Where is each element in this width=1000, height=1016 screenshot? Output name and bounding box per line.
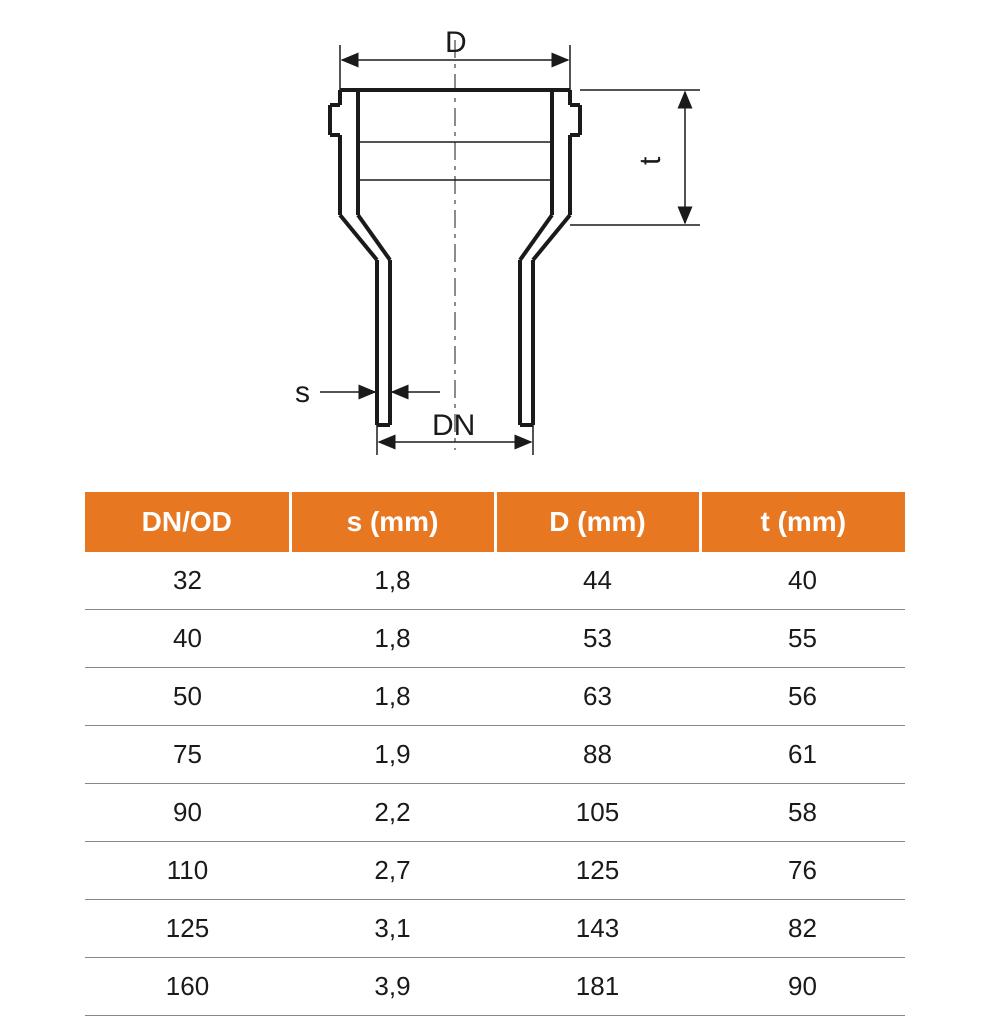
table-cell: 76 <box>700 842 905 900</box>
table-cell: 90 <box>700 958 905 1016</box>
table-cell: 53 <box>495 610 700 668</box>
table-row: 501,86356 <box>85 668 905 726</box>
table-cell: 110 <box>85 842 290 900</box>
col-header-t: t (mm) <box>700 492 905 552</box>
table-row: 902,210558 <box>85 784 905 842</box>
table-cell: 61 <box>700 726 905 784</box>
dimensions-table-container: DN/OD s (mm) D (mm) t (mm) 321,84440401,… <box>85 492 905 1016</box>
col-header-dnod: DN/OD <box>85 492 290 552</box>
table-cell: 63 <box>495 668 700 726</box>
table-cell: 2,2 <box>290 784 495 842</box>
table-cell: 88 <box>495 726 700 784</box>
table-cell: 55 <box>700 610 905 668</box>
table-row: 401,85355 <box>85 610 905 668</box>
table-cell: 40 <box>85 610 290 668</box>
table-cell: 58 <box>700 784 905 842</box>
table-cell: 1,9 <box>290 726 495 784</box>
label-D: D <box>445 30 467 59</box>
table-cell: 82 <box>700 900 905 958</box>
table-cell: 56 <box>700 668 905 726</box>
table-row: 1102,712576 <box>85 842 905 900</box>
table-cell: 1,8 <box>290 610 495 668</box>
table-cell: 2,7 <box>290 842 495 900</box>
table-cell: 3,9 <box>290 958 495 1016</box>
table-row: 321,84440 <box>85 552 905 610</box>
label-DN: DN <box>432 409 475 442</box>
table-cell: 40 <box>700 552 905 610</box>
col-header-s: s (mm) <box>290 492 495 552</box>
col-header-D: D (mm) <box>495 492 700 552</box>
table-cell: 44 <box>495 552 700 610</box>
table-cell: 1,8 <box>290 668 495 726</box>
table-cell: 143 <box>495 900 700 958</box>
table-cell: 125 <box>85 900 290 958</box>
table-row: 1253,114382 <box>85 900 905 958</box>
table-cell: 75 <box>85 726 290 784</box>
label-s: s <box>295 376 310 409</box>
table-cell: 160 <box>85 958 290 1016</box>
label-t: t <box>634 156 667 165</box>
table-cell: 3,1 <box>290 900 495 958</box>
table-header-row: DN/OD s (mm) D (mm) t (mm) <box>85 492 905 552</box>
table-cell: 50 <box>85 668 290 726</box>
table-row: 751,98861 <box>85 726 905 784</box>
table-cell: 90 <box>85 784 290 842</box>
table-cell: 32 <box>85 552 290 610</box>
table-row: 1603,918190 <box>85 958 905 1016</box>
table-cell: 125 <box>495 842 700 900</box>
table-cell: 105 <box>495 784 700 842</box>
pipe-diagram-svg: D <box>180 30 820 460</box>
technical-drawing: D <box>180 30 820 460</box>
table-cell: 1,8 <box>290 552 495 610</box>
table-cell: 181 <box>495 958 700 1016</box>
dimensions-table: DN/OD s (mm) D (mm) t (mm) 321,84440401,… <box>85 492 905 1016</box>
